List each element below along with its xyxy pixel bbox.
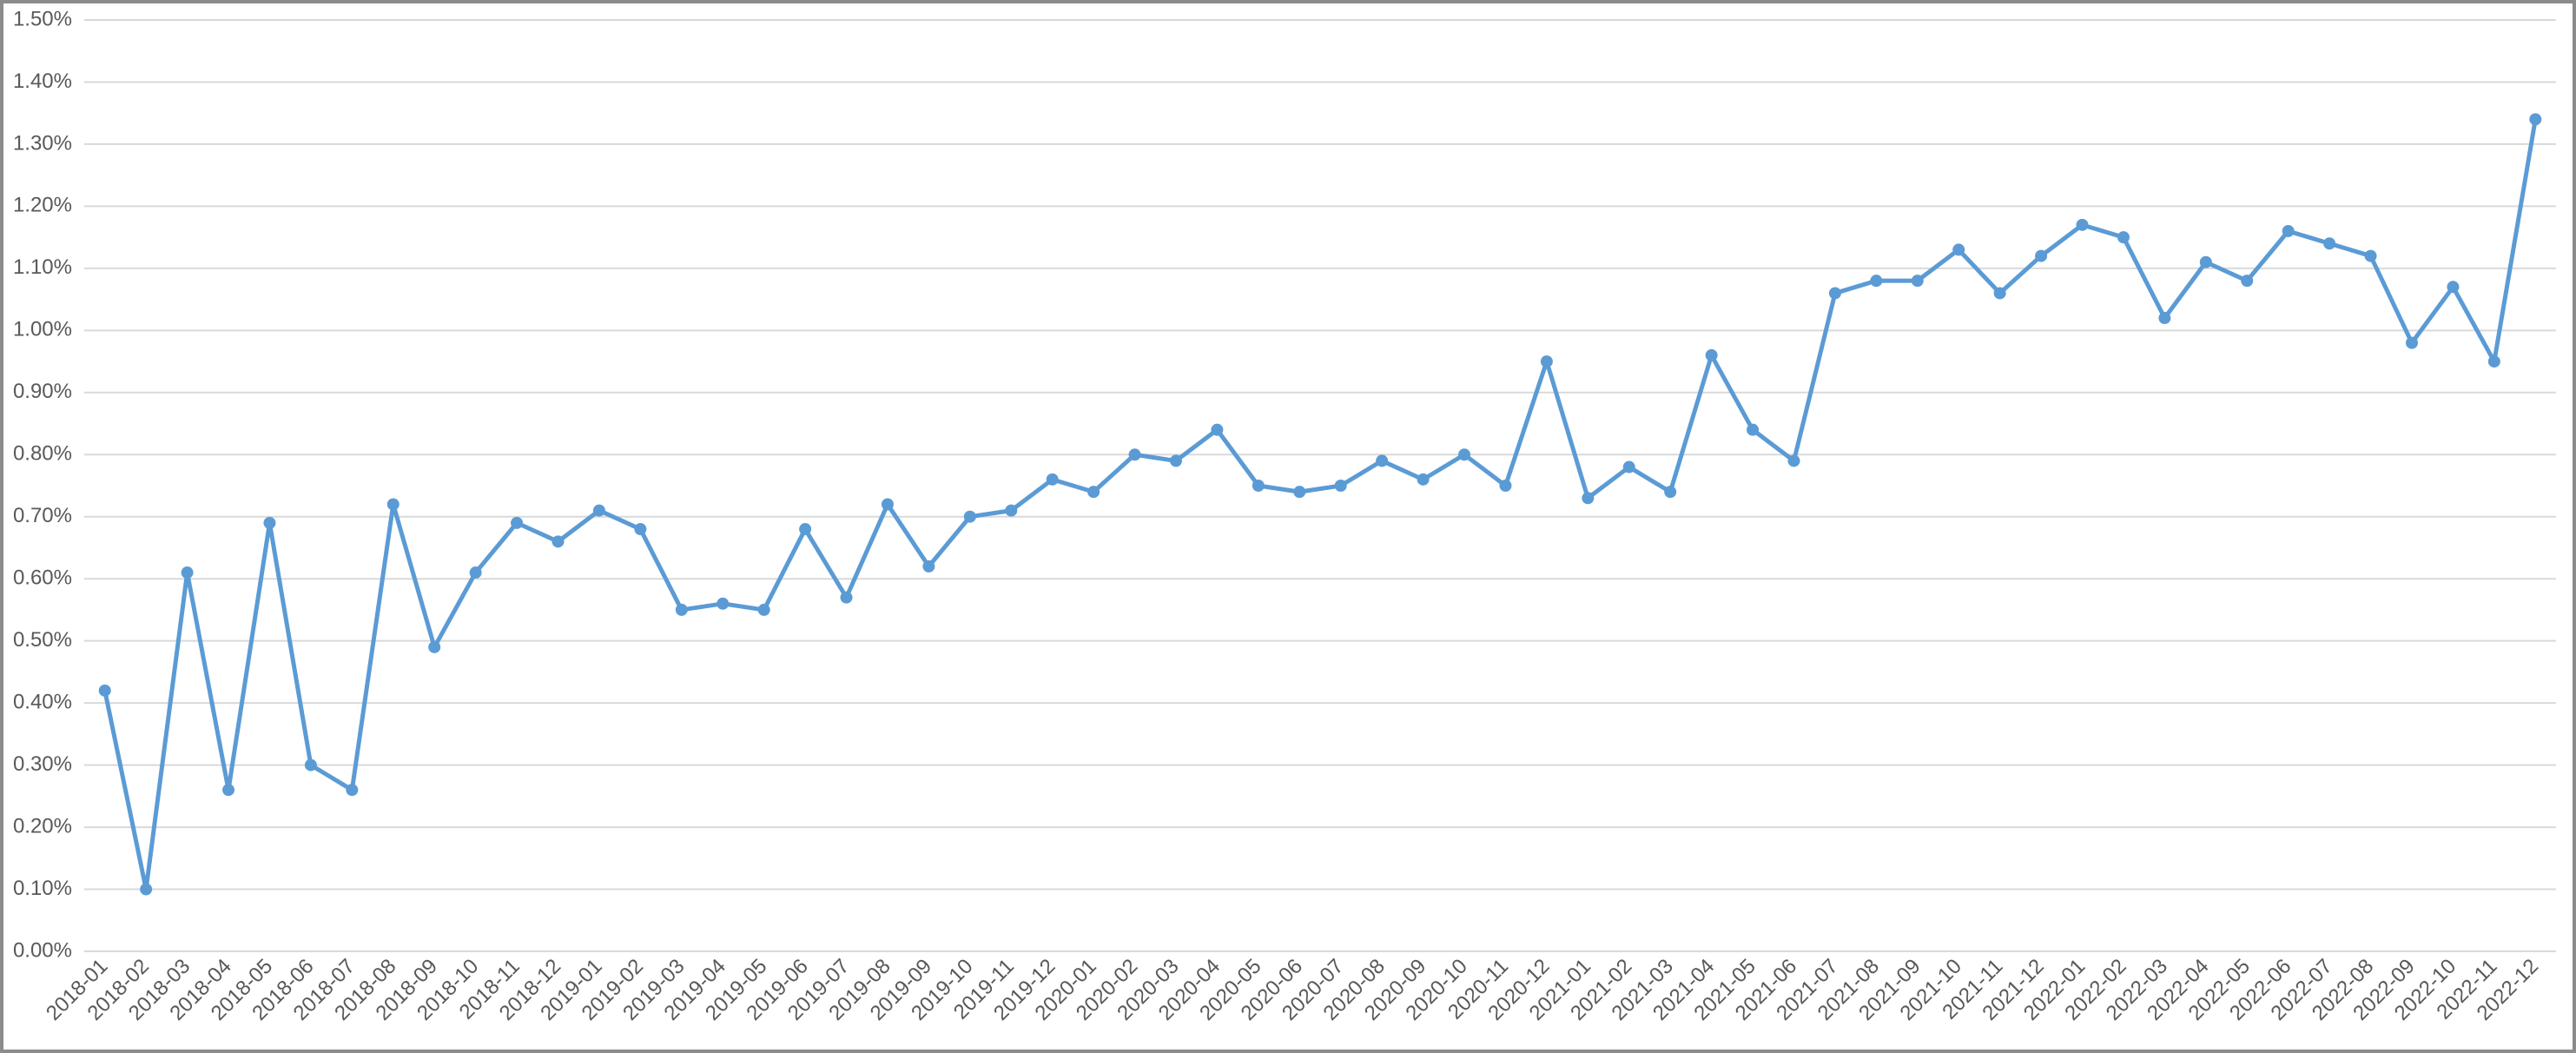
- data-point: [675, 603, 688, 616]
- data-point: [263, 516, 276, 529]
- data-point: [1293, 486, 1306, 499]
- data-point: [1458, 448, 1471, 461]
- data-point: [2364, 249, 2377, 262]
- data-point: [1993, 287, 2006, 300]
- y-tick-label: 0.30%: [13, 752, 72, 776]
- y-tick-label: 0.10%: [13, 877, 72, 900]
- y-tick-label: 1.50%: [13, 7, 72, 30]
- data-point: [2241, 275, 2254, 288]
- y-tick-label: 0.40%: [13, 690, 72, 713]
- data-point: [1582, 492, 1595, 505]
- data-point: [922, 560, 935, 573]
- y-tick-label: 1.10%: [13, 255, 72, 279]
- y-tick-label: 1.00%: [13, 318, 72, 341]
- data-point: [552, 535, 565, 548]
- data-point: [304, 758, 317, 772]
- y-tick-label: 1.40%: [13, 70, 72, 93]
- y-tick-label: 1.20%: [13, 194, 72, 217]
- data-point: [1911, 275, 1924, 288]
- data-point: [1211, 423, 1224, 436]
- data-point: [1747, 423, 1760, 436]
- data-point: [717, 597, 730, 610]
- data-point: [1664, 486, 1677, 499]
- data-point: [2035, 249, 2048, 262]
- data-point: [2282, 224, 2295, 237]
- data-point: [592, 504, 605, 517]
- y-tick-label: 0.50%: [13, 628, 72, 652]
- data-point: [757, 603, 770, 616]
- y-tick-label: 1.30%: [13, 131, 72, 155]
- y-tick-label: 0.60%: [13, 566, 72, 590]
- data-point: [881, 498, 894, 511]
- data-point: [386, 498, 400, 511]
- y-tick-label: 0.00%: [13, 938, 72, 962]
- data-point: [511, 516, 524, 529]
- data-point: [1046, 473, 1059, 486]
- data-point: [346, 784, 359, 797]
- data-point: [469, 566, 482, 579]
- data-point: [799, 523, 812, 536]
- data-point: [1128, 448, 1141, 461]
- data-point: [2199, 255, 2212, 268]
- data-point: [2323, 237, 2336, 250]
- data-point: [1417, 473, 1430, 486]
- data-point: [98, 684, 111, 697]
- data-point: [2076, 218, 2089, 231]
- data-point: [1169, 454, 1182, 467]
- y-tick-label: 0.70%: [13, 504, 72, 527]
- data-line: [102, 118, 2538, 892]
- data-point: [1087, 486, 1100, 499]
- data-point: [1005, 504, 1018, 517]
- y-tick-label: 0.20%: [13, 814, 72, 838]
- data-point: [1499, 480, 1512, 492]
- data-point: [140, 883, 153, 896]
- data-point: [2405, 336, 2418, 349]
- data-point: [2529, 113, 2542, 126]
- data-point: [963, 510, 976, 523]
- data-point: [2447, 281, 2460, 294]
- data-point: [1376, 454, 1389, 467]
- data-point: [2158, 312, 2171, 325]
- data-point: [1705, 348, 1718, 361]
- data-point: [1870, 275, 1883, 288]
- data-point: [840, 591, 853, 604]
- data-point: [1828, 287, 1841, 300]
- data-point: [2487, 355, 2500, 368]
- data-point: [1787, 454, 1800, 467]
- y-tick-label: 0.90%: [13, 380, 72, 403]
- data-point: [222, 784, 235, 797]
- data-point: [428, 640, 441, 653]
- data-point: [1540, 355, 1553, 368]
- data-point: [1334, 480, 1347, 492]
- data-point: [634, 523, 647, 536]
- y-tick-label: 0.80%: [13, 442, 72, 466]
- data-point: [2117, 231, 2130, 244]
- data-point: [1952, 243, 1965, 256]
- data-point: [181, 566, 194, 579]
- data-point: [1252, 480, 1265, 492]
- data-point: [1622, 460, 1635, 474]
